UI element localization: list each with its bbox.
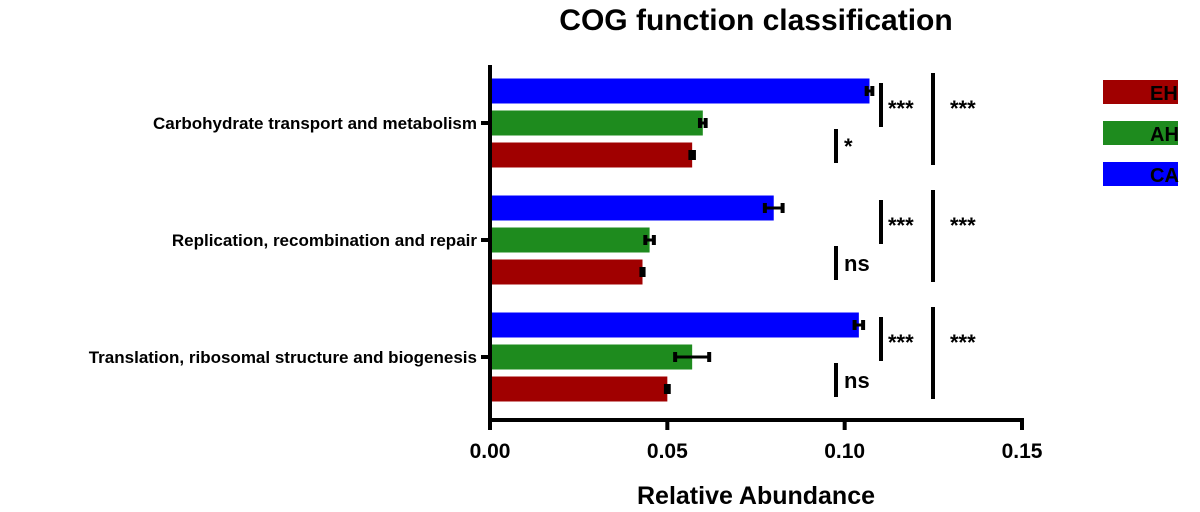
sig-label-mid-1: *** bbox=[888, 213, 914, 238]
category-label-0: Carbohydrate transport and metabolism bbox=[153, 114, 477, 133]
sig-label-mid-2: *** bbox=[888, 330, 914, 355]
bar-ah-2 bbox=[490, 344, 693, 370]
bar-ah-1 bbox=[490, 227, 650, 253]
x-tick-label-3: 0.15 bbox=[1002, 440, 1043, 463]
sig-label-long-2: *** bbox=[950, 330, 976, 355]
category-label-1: Replication, recombination and repair bbox=[172, 231, 477, 250]
x-axis-label: Relative Abundance bbox=[637, 482, 875, 507]
plot-area: Carbohydrate transport and metabolism***… bbox=[89, 65, 1043, 463]
sig-label-mid-0: *** bbox=[888, 96, 914, 121]
legend-label-eh: EH bbox=[1150, 83, 1178, 105]
bar-ca-1 bbox=[490, 195, 774, 221]
legend-swatch-ah bbox=[1103, 121, 1178, 145]
sig-label-long-0: *** bbox=[950, 96, 976, 121]
bar-eh-0 bbox=[490, 142, 693, 168]
bar-ca-0 bbox=[490, 78, 870, 104]
x-tick-label-1: 0.05 bbox=[647, 440, 688, 463]
legend-label-ah: AH bbox=[1150, 124, 1179, 146]
legend-label-ca: CA bbox=[1150, 165, 1179, 187]
category-label-2: Translation, ribosomal structure and bio… bbox=[89, 348, 477, 367]
bar-eh-1 bbox=[490, 259, 643, 285]
legend-swatch-ca bbox=[1103, 162, 1178, 186]
bar-eh-2 bbox=[490, 376, 668, 402]
bar-ah-0 bbox=[490, 110, 703, 136]
x-tick-label-2: 0.10 bbox=[824, 440, 865, 463]
legend: EH AH CA bbox=[1103, 80, 1179, 187]
x-tick-label-0: 0.00 bbox=[470, 440, 511, 463]
sig-label-short-1: ns bbox=[844, 251, 870, 276]
sig-label-short-0: * bbox=[844, 134, 853, 159]
sig-label-short-2: ns bbox=[844, 368, 870, 393]
bar-ca-2 bbox=[490, 312, 859, 338]
chart-title: COG function classification bbox=[559, 4, 952, 37]
legend-swatch-eh bbox=[1103, 80, 1178, 104]
sig-label-long-1: *** bbox=[950, 213, 976, 238]
